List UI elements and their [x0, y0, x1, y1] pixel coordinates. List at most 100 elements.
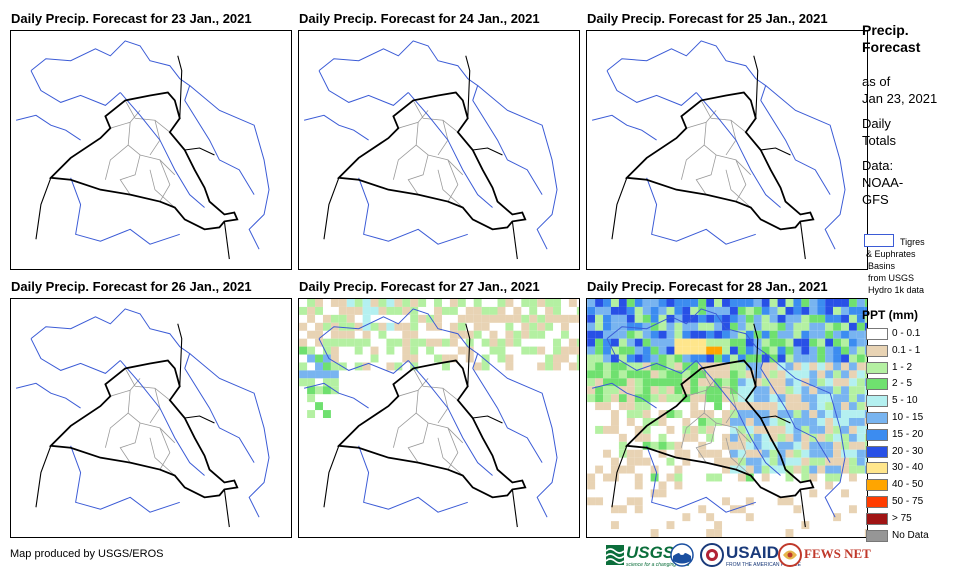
precip-cell [856, 457, 865, 466]
precip-cell [825, 425, 834, 434]
precip-cell [809, 402, 818, 411]
precip-cell [618, 433, 627, 442]
precip-cell [690, 410, 699, 418]
precip-cell [595, 330, 604, 339]
precip-cell [410, 306, 419, 315]
precip-cell [576, 338, 579, 347]
precip-cell [737, 457, 746, 466]
precip-cell [457, 322, 466, 331]
basin-outline [695, 360, 781, 476]
precip-cell [603, 299, 611, 307]
province-boundary [715, 154, 752, 176]
precip-cell [650, 394, 659, 403]
precip-cell [473, 306, 482, 315]
precip-cell [587, 314, 596, 323]
precip-cell [706, 306, 715, 315]
precip-cell [370, 346, 379, 355]
precip-cell [745, 330, 754, 339]
precip-cell [722, 394, 730, 403]
precip-cell [650, 314, 659, 323]
precip-cell [698, 418, 707, 426]
precip-cell [769, 354, 778, 363]
precip-cell [658, 378, 667, 387]
precip-cell [513, 330, 522, 339]
precip-cell [537, 322, 546, 331]
province-boundary [392, 412, 417, 448]
precip-cell [833, 378, 842, 387]
precip-cell [833, 299, 842, 307]
precip-cell [658, 322, 667, 331]
precip-cell [856, 441, 865, 450]
precip-cell [856, 465, 865, 474]
precip-cell [603, 402, 611, 411]
precip-cell [618, 338, 627, 347]
precip-map [16, 308, 270, 528]
precip-cell [698, 314, 707, 323]
precip-cell [722, 418, 730, 426]
precip-cell [634, 402, 643, 411]
precip-cell [322, 346, 331, 355]
precip-cell [856, 322, 865, 331]
precip-cell [856, 330, 865, 339]
precip-cell [809, 354, 818, 363]
precip-cell [801, 410, 810, 418]
precip-cell [658, 370, 667, 379]
precip-cell [610, 354, 619, 363]
precip-cell [785, 529, 794, 537]
province-boundary [695, 422, 717, 463]
precip-cell [529, 330, 538, 339]
precip-cell [753, 330, 762, 339]
precip-cell [809, 441, 818, 450]
precip-cell [473, 299, 482, 307]
neighbor-border [753, 323, 759, 387]
precip-cell [848, 433, 857, 442]
precip-cell [666, 370, 675, 379]
precip-cell [658, 338, 667, 347]
precip-cell [753, 306, 762, 315]
precip-cell [307, 378, 316, 387]
precip-cell [793, 441, 802, 450]
precip-cell [761, 338, 770, 347]
precip-cell [745, 418, 754, 426]
ppt-legend-swatch [866, 445, 888, 458]
precip-cell [864, 529, 867, 537]
ppt-legend-item: > 75 [866, 511, 962, 528]
precip-cell [745, 473, 754, 482]
precip-cell [801, 425, 810, 434]
precip-cell [841, 449, 849, 458]
precip-cell [610, 505, 619, 514]
precip-cell [793, 362, 802, 371]
precip-cell [761, 322, 770, 331]
precip-cell [745, 394, 754, 403]
precip-cell [825, 465, 834, 474]
precip-cell [769, 449, 778, 458]
precip-cell [354, 299, 363, 307]
precip-cell [690, 338, 699, 347]
precip-cell [769, 457, 778, 466]
usaid-seal-icon [700, 543, 724, 567]
precip-cell [769, 386, 778, 395]
precip-cell [497, 314, 506, 323]
precip-cell [841, 314, 849, 323]
precip-cell [769, 425, 778, 434]
precip-cell [618, 330, 627, 339]
precip-cell [856, 354, 865, 363]
precip-cell [785, 402, 794, 411]
precip-cell [825, 473, 834, 482]
province-boundary [415, 390, 429, 424]
basin-outline [304, 114, 369, 141]
precip-map [592, 40, 846, 260]
precip-cell [642, 402, 651, 411]
precip-cell [560, 314, 569, 323]
precip-cell [825, 299, 834, 307]
precip-cell [848, 378, 857, 387]
precip-cell [864, 299, 867, 307]
logo-strip: USGS science for a changing world USAID … [606, 540, 871, 572]
precip-cell [856, 362, 865, 371]
precip-cell [449, 330, 458, 339]
precip-cell [817, 465, 826, 474]
precip-cell [642, 306, 651, 315]
neighbor-border [799, 221, 806, 260]
precip-cell [753, 314, 762, 323]
precip-cell [848, 449, 857, 458]
